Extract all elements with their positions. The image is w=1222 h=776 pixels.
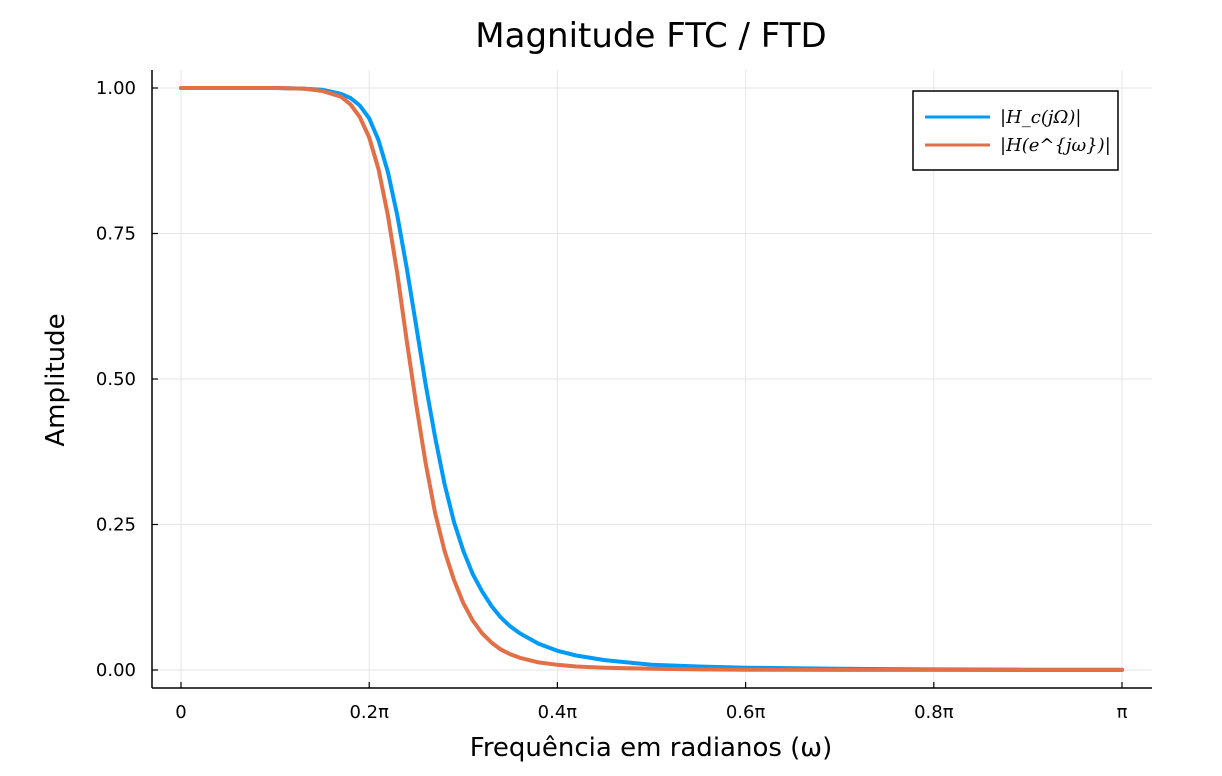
- y-tick-label: 1.00: [96, 78, 136, 99]
- legend-box: [912, 90, 1119, 171]
- y-tick-label: 0.50: [96, 369, 136, 390]
- legend-label-2: |H(e^{jω})|: [1000, 135, 1111, 156]
- y-tick-label: 0.25: [96, 515, 136, 536]
- y-tick-label: 0.75: [96, 224, 136, 245]
- x-ticks: 0 0.2π 0.4π 0.6π 0.8π π: [175, 682, 1128, 723]
- x-tick-label: 0.6π: [726, 702, 766, 723]
- x-tick-label: 0: [175, 702, 186, 723]
- x-tick-label: 0.4π: [538, 702, 578, 723]
- x-tick-label: π: [1117, 702, 1128, 723]
- series-line-1: [179, 86, 1124, 672]
- y-axis-label: Amplitude: [41, 313, 71, 446]
- x-tick-label: 0.2π: [349, 702, 389, 723]
- x-axis-label: Frequência em radianos (ω): [470, 733, 832, 763]
- y-ticks: 0.00 0.25 0.50 0.75 1.00: [96, 78, 158, 681]
- series-line-2: [179, 86, 1124, 672]
- x-tick-label: 0.8π: [914, 702, 954, 723]
- chart-title: Magnitude FTC / FTD: [475, 16, 826, 56]
- legend-label-1: |H_c(jΩ)|: [1000, 107, 1081, 128]
- series-lines: [179, 86, 1124, 672]
- legend: |H_c(jΩ)| |H(e^{jω})|: [912, 90, 1119, 171]
- y-tick-label: 0.00: [96, 660, 136, 681]
